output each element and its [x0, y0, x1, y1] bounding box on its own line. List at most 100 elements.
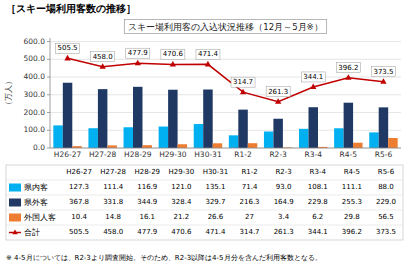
- data-label-box: [371, 67, 395, 77]
- data-label: 344.1: [303, 73, 323, 81]
- table-value: 93.0: [276, 183, 292, 191]
- data-label-box: [266, 87, 290, 97]
- bar: [194, 124, 203, 148]
- data-labels: 505.5458.0477.9470.6471.4314.7261.3344.1…: [56, 43, 396, 96]
- table-value: 458.0: [103, 228, 123, 236]
- bar: [53, 125, 62, 148]
- bar: [299, 129, 308, 148]
- marker: [205, 61, 211, 67]
- table-separator: [6, 195, 403, 196]
- table-value: 29.8: [344, 213, 360, 221]
- y-tick: [47, 59, 50, 60]
- y-tick-label: 100.0: [24, 125, 46, 134]
- bar: [238, 110, 247, 148]
- marker: [100, 63, 106, 69]
- data-label: 396.2: [338, 64, 358, 72]
- plot-area: [53, 55, 397, 148]
- legend: H26-27H27-28H28-29H29-30H30-31R1-2R2-3R3…: [6, 165, 403, 240]
- table-value: 135.1: [205, 183, 225, 191]
- table-value: 331.8: [103, 198, 123, 206]
- table-value: 27: [245, 213, 254, 221]
- table-header: H27-28: [100, 168, 126, 176]
- table-value: 164.9: [274, 198, 294, 206]
- marker: [380, 78, 386, 84]
- data-label: 373.5: [373, 68, 393, 76]
- data-label: 470.6: [163, 50, 184, 58]
- x-tick-label: R5-6: [375, 150, 393, 159]
- marker: [310, 83, 316, 89]
- table-value: 344.1: [308, 228, 328, 236]
- data-label: 314.7: [233, 78, 253, 86]
- table-value: 111.1: [342, 183, 362, 191]
- marker: [240, 89, 246, 95]
- y-tick: [47, 148, 50, 149]
- table-value: 21.2: [174, 213, 190, 221]
- legend-label: 県内客: [24, 183, 48, 192]
- table-value: 26.6: [208, 213, 224, 221]
- data-label-box: [91, 52, 115, 62]
- table-value: 116.9: [137, 183, 157, 191]
- table-value: 216.3: [240, 198, 260, 206]
- bar: [159, 127, 168, 148]
- table-header: H30-31: [203, 168, 229, 176]
- table-value: 471.4: [205, 228, 226, 236]
- table-header: R4-5: [344, 168, 360, 176]
- bar: [133, 87, 142, 148]
- table-value: 477.9: [137, 228, 157, 236]
- table-header: R1-2: [241, 168, 257, 176]
- bar: [124, 127, 133, 148]
- bar: [369, 132, 378, 148]
- x-tick-label: R3-4: [305, 150, 323, 159]
- table-value: 111.4: [103, 183, 124, 191]
- data-label: 458.0: [93, 53, 113, 61]
- table-value: 10.4: [71, 213, 87, 221]
- y-tick-label: 0.0: [33, 143, 45, 152]
- data-label-box: [301, 72, 325, 82]
- data-label-box: [196, 49, 220, 59]
- x-tick-label: H30-31: [194, 150, 222, 159]
- table-header: H26-27: [66, 168, 92, 176]
- table-value: 6.2: [312, 213, 323, 221]
- legend-marker: [12, 230, 17, 235]
- x-tick-label: H28-29: [124, 150, 152, 159]
- chart: ［スキー場利用客数の推移］ スキー場利用客の入込状況推移（12月～5月※） 0.0 1…: [0, 0, 409, 271]
- y-tick-label: 400.0: [24, 72, 46, 81]
- table-value: 261.3: [274, 228, 294, 236]
- x-tick-label: H26-27: [54, 150, 82, 159]
- legend-label: 合計: [24, 228, 40, 237]
- bar: [178, 144, 187, 148]
- y-axis-label: （万人）: [4, 77, 13, 109]
- marker: [135, 60, 141, 66]
- table-value: 329.7: [205, 198, 225, 206]
- title: ［スキー場利用客数の推移］: [6, 3, 136, 14]
- table-value: 229.0: [376, 198, 396, 206]
- marker: [275, 98, 281, 104]
- y-tick-label: 600.0: [24, 37, 46, 46]
- bar: [88, 128, 97, 148]
- table-value: 396.2: [342, 228, 362, 236]
- table-value: 470.6: [171, 228, 192, 236]
- bar: [229, 135, 238, 148]
- bar: [264, 132, 273, 149]
- table-value: 229.8: [308, 198, 328, 206]
- table-value: 344.9: [137, 198, 157, 206]
- subtitle: スキー場利用客の入込状況推移（12月～5月※）: [128, 22, 322, 32]
- x-tick-label: H27-28: [89, 150, 117, 159]
- grid-line: [50, 148, 401, 149]
- table-value: 56.5: [378, 213, 394, 221]
- grid: [50, 42, 401, 148]
- table-header: R3-4: [310, 168, 327, 176]
- marker: [170, 61, 176, 67]
- table-value: 88.0: [378, 183, 394, 191]
- footnote: ※ 4-5月については、R2-3より調査開始。そのため、R2-3以降は4-5月分…: [6, 254, 322, 262]
- bar: [273, 119, 282, 148]
- subtitle-box: [124, 20, 326, 34]
- bar: [379, 107, 388, 148]
- marker: [345, 74, 351, 80]
- table-value: 121.0: [171, 183, 191, 191]
- data-label: 471.4: [198, 50, 219, 58]
- table-value: 255.3: [342, 198, 362, 206]
- data-label-box: [161, 50, 185, 60]
- table-value: 3.4: [278, 213, 290, 221]
- data-label-box: [56, 43, 80, 53]
